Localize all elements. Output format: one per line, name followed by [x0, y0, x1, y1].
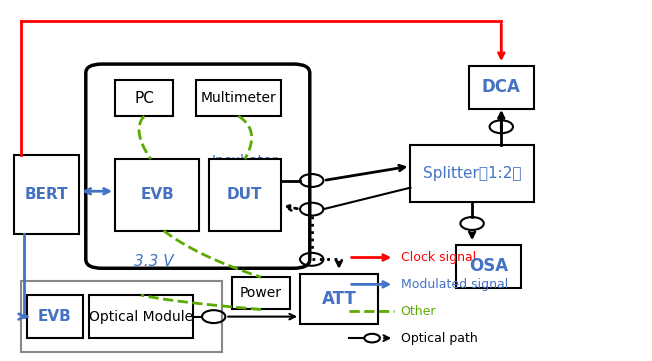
- FancyBboxPatch shape: [27, 295, 83, 338]
- Text: Clock signal: Clock signal: [401, 251, 476, 264]
- FancyBboxPatch shape: [300, 274, 378, 324]
- FancyBboxPatch shape: [456, 245, 521, 288]
- FancyBboxPatch shape: [115, 159, 200, 231]
- Text: EVB: EVB: [140, 187, 174, 202]
- Text: EVB: EVB: [38, 309, 72, 324]
- FancyBboxPatch shape: [14, 156, 80, 234]
- FancyBboxPatch shape: [209, 159, 280, 231]
- FancyBboxPatch shape: [196, 80, 280, 116]
- Text: Optical Module: Optical Module: [89, 310, 193, 323]
- Text: Modulated signal: Modulated signal: [401, 278, 508, 291]
- FancyBboxPatch shape: [115, 80, 173, 116]
- FancyBboxPatch shape: [469, 66, 534, 109]
- Text: Power: Power: [240, 286, 282, 300]
- Text: Optical path: Optical path: [401, 332, 477, 345]
- Text: PC: PC: [134, 91, 154, 106]
- FancyBboxPatch shape: [89, 295, 193, 338]
- Text: BERT: BERT: [25, 187, 68, 202]
- Text: Incubator: Incubator: [212, 154, 278, 168]
- Text: DCA: DCA: [482, 78, 521, 96]
- Text: 3.3 V: 3.3 V: [134, 253, 174, 269]
- Text: Other: Other: [401, 305, 436, 318]
- Text: ATT: ATT: [321, 290, 357, 308]
- FancyBboxPatch shape: [410, 145, 534, 202]
- FancyBboxPatch shape: [21, 281, 222, 352]
- FancyBboxPatch shape: [86, 64, 310, 268]
- Text: OSA: OSA: [469, 257, 508, 275]
- Text: Multimeter: Multimeter: [200, 91, 276, 105]
- Text: Splitter（1:2）: Splitter（1:2）: [423, 166, 522, 181]
- FancyBboxPatch shape: [232, 277, 290, 309]
- Text: DUT: DUT: [227, 187, 263, 202]
